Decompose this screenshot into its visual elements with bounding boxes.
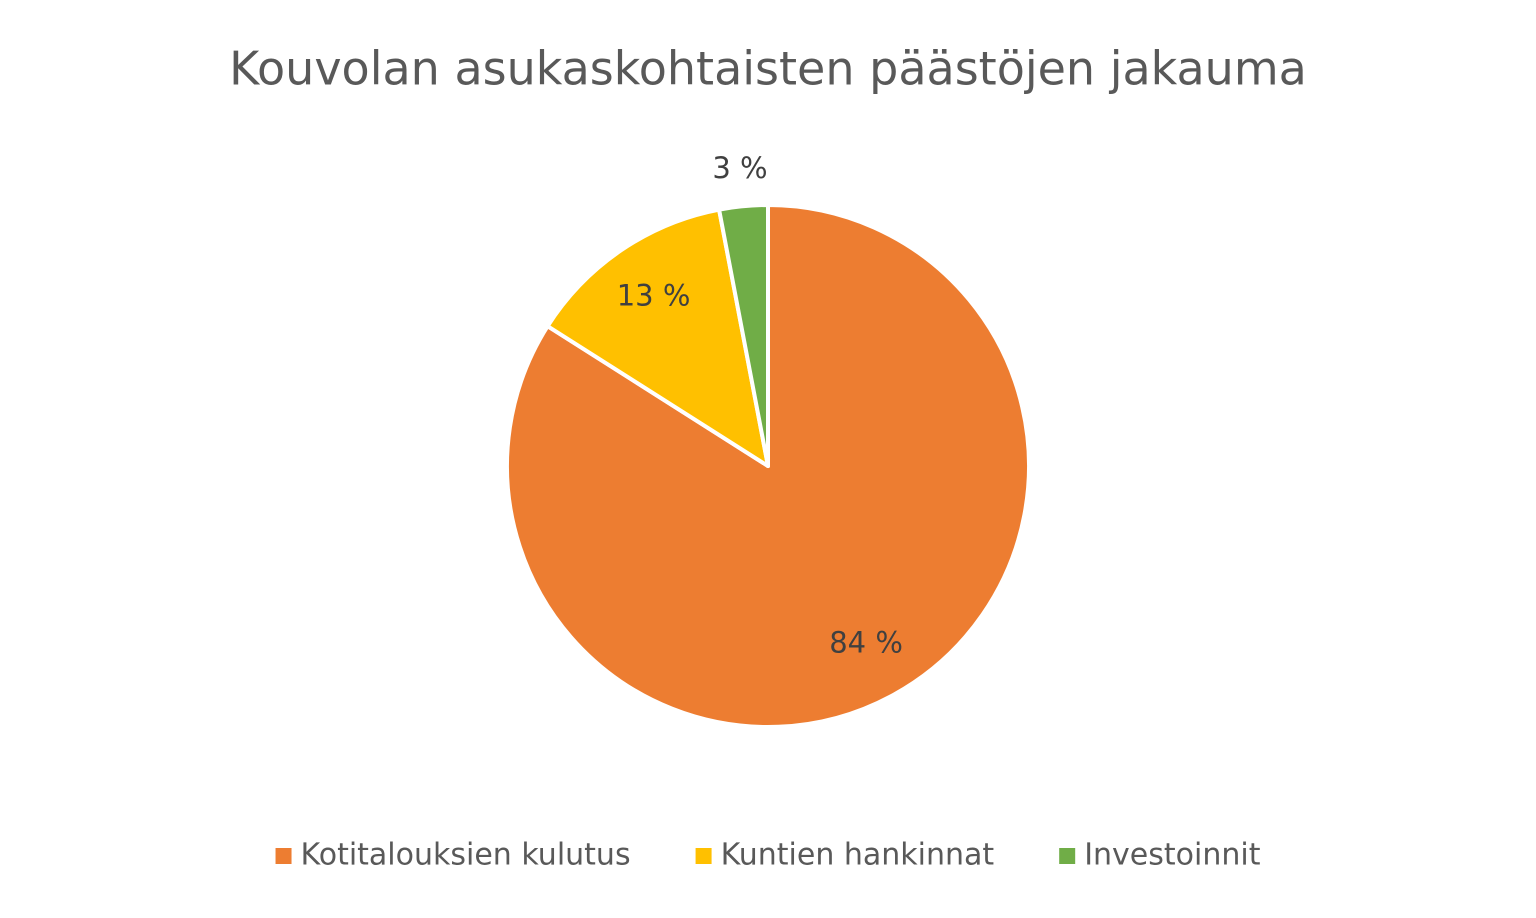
data-label: 3 % bbox=[712, 151, 767, 185]
legend-swatch bbox=[275, 848, 292, 864]
chart-title: Kouvolan asukaskohtaisten päästöjen jaka… bbox=[229, 42, 1307, 96]
legend-swatch bbox=[695, 848, 712, 864]
pie-slice bbox=[505, 203, 1031, 729]
data-label: 13 % bbox=[617, 279, 691, 313]
legend-label: Investoinnit bbox=[1084, 838, 1261, 873]
legend-label: Kotitalouksien kulutus bbox=[301, 838, 631, 873]
legend-label: Kuntien hankinnat bbox=[721, 838, 995, 873]
pie-slice bbox=[717, 203, 770, 468]
data-label: 84 % bbox=[829, 625, 903, 659]
legend-swatch bbox=[1059, 848, 1076, 864]
pie-slice bbox=[545, 207, 770, 468]
